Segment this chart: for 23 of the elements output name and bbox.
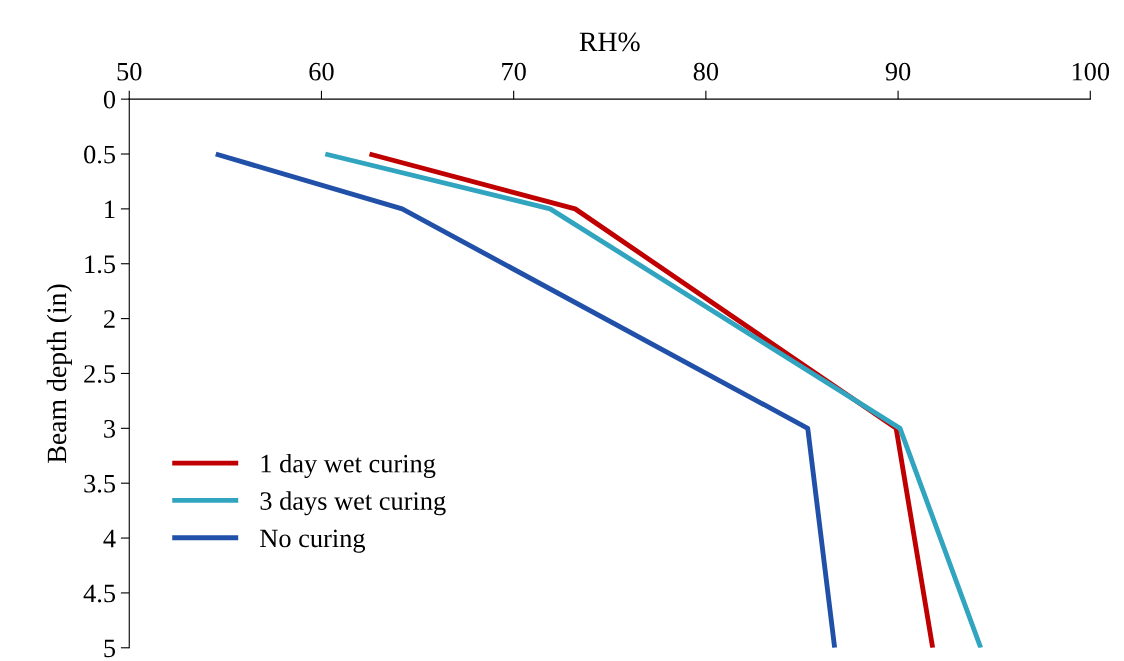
- y-tick-label: 1.5: [85, 255, 116, 274]
- y-tick-label: 4: [103, 529, 116, 548]
- x-axis-title: RH%: [579, 32, 640, 52]
- legend-label: 1 day wet curing: [261, 453, 436, 478]
- x-tick-label: 90: [885, 62, 911, 81]
- y-tick-label: 0.5: [84, 145, 116, 164]
- x-tick-label: 80: [693, 62, 719, 81]
- y-tick-label: 1: [105, 200, 115, 219]
- x-tick-label: 60: [309, 62, 334, 81]
- y-tick-label: 5: [104, 639, 116, 658]
- y-axis-title: Beam depth (in): [46, 284, 72, 463]
- y-tick-label: 4.5: [83, 584, 116, 603]
- x-tick-label: 100: [1072, 62, 1110, 81]
- x-tick-label: 70: [502, 62, 526, 81]
- legend-label: 3 days wet curing: [260, 491, 446, 516]
- y-tick-label: 3.5: [84, 474, 116, 493]
- y-tick-label: 2.5: [84, 365, 116, 383]
- y-tick-label: 2: [104, 310, 115, 328]
- legend-label: No curing: [260, 529, 366, 553]
- y-tick-label: 3: [104, 420, 116, 438]
- x-tick-label: 50: [117, 62, 142, 81]
- line-series: [213, 151, 838, 648]
- y-tick-label: 0: [103, 90, 116, 109]
